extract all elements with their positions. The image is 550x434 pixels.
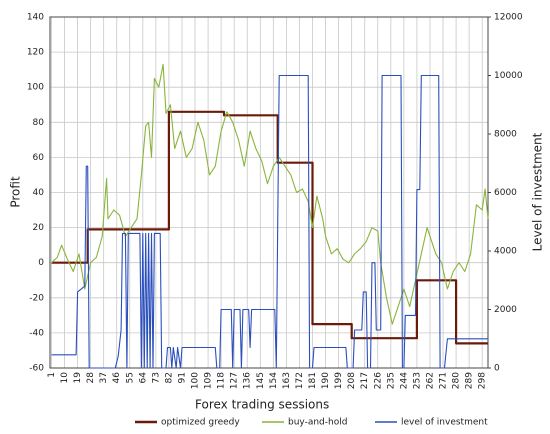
series-line xyxy=(51,74,488,369)
plot-frame xyxy=(49,16,489,369)
x-tick-label: 1 xyxy=(47,372,57,378)
x-tick-label: 226 xyxy=(373,372,383,389)
x-tick-label: 181 xyxy=(308,372,318,389)
x-tick-label: 55 xyxy=(125,372,135,383)
x-tick-label: 172 xyxy=(295,372,305,389)
y-tick-label: 0 xyxy=(38,258,44,268)
x-tick-label: 208 xyxy=(347,372,357,389)
y2-tick-label: 4000 xyxy=(494,247,517,257)
x-tick-label: 37 xyxy=(99,372,109,383)
y-tick-label: -40 xyxy=(29,328,44,338)
y2-tick-label: 8000 xyxy=(494,130,517,140)
x-tick-label: 199 xyxy=(334,372,344,389)
x-tick-label: 262 xyxy=(425,372,435,389)
y-tick-label: 120 xyxy=(27,48,44,58)
legend-label: level of investment xyxy=(401,418,488,428)
y-tick-label: 100 xyxy=(27,83,44,93)
legend-label: buy-and-hold xyxy=(288,418,347,428)
series-line xyxy=(51,110,488,345)
x-tick-label: 190 xyxy=(321,372,331,389)
y2-tick-label: 6000 xyxy=(494,188,517,198)
x-tick-label: 154 xyxy=(269,372,279,389)
x-tick-label: 64 xyxy=(138,372,148,384)
x-tick-label: 253 xyxy=(412,372,422,389)
y-tick-label: 140 xyxy=(27,13,44,23)
x-tick-label: 19 xyxy=(73,372,83,384)
x-tick-label: 10 xyxy=(60,372,70,384)
x-tick-label: 91 xyxy=(177,372,187,383)
x-tick-label: 217 xyxy=(360,372,370,389)
x-axis-title: Forex trading sessions xyxy=(195,398,329,412)
x-tick-label: 145 xyxy=(256,372,266,389)
y2-axis-title: Level of investment xyxy=(531,132,545,251)
x-tick-label: 163 xyxy=(282,372,292,389)
y2-tick-label: 2000 xyxy=(494,305,517,315)
legend-label: optimized greedy xyxy=(161,418,240,428)
y-tick-label: -20 xyxy=(29,293,44,303)
y2-tick-label: 0 xyxy=(494,364,500,374)
x-tick-label: 82 xyxy=(164,372,174,383)
x-tick-label: 271 xyxy=(439,372,449,389)
x-tick-label: 100 xyxy=(191,372,201,389)
y2-tick-label: 10000 xyxy=(494,71,523,81)
x-tick-label: 136 xyxy=(243,372,253,389)
x-tick-label: 46 xyxy=(112,372,122,384)
x-tick-label: 118 xyxy=(217,372,227,389)
x-tick-label: 28 xyxy=(86,372,96,384)
x-tick-label: 289 xyxy=(465,372,475,389)
y-tick-label: 80 xyxy=(33,118,45,128)
y-tick-label: 40 xyxy=(33,188,45,198)
y-tick-label: 60 xyxy=(33,153,45,163)
x-tick-label: 280 xyxy=(452,372,462,389)
y-tick-label: 20 xyxy=(33,223,45,233)
y-axis-title: Profit xyxy=(9,176,23,208)
x-tick-label: 244 xyxy=(399,372,409,389)
x-tick-label: 127 xyxy=(230,372,240,389)
y-tick-label: -60 xyxy=(29,364,44,374)
x-tick-label: 73 xyxy=(151,372,161,383)
x-tick-label: 298 xyxy=(478,372,488,389)
x-tick-label: 235 xyxy=(386,372,396,389)
y2-tick-label: 12000 xyxy=(494,13,523,23)
x-tick-label: 109 xyxy=(204,372,214,389)
